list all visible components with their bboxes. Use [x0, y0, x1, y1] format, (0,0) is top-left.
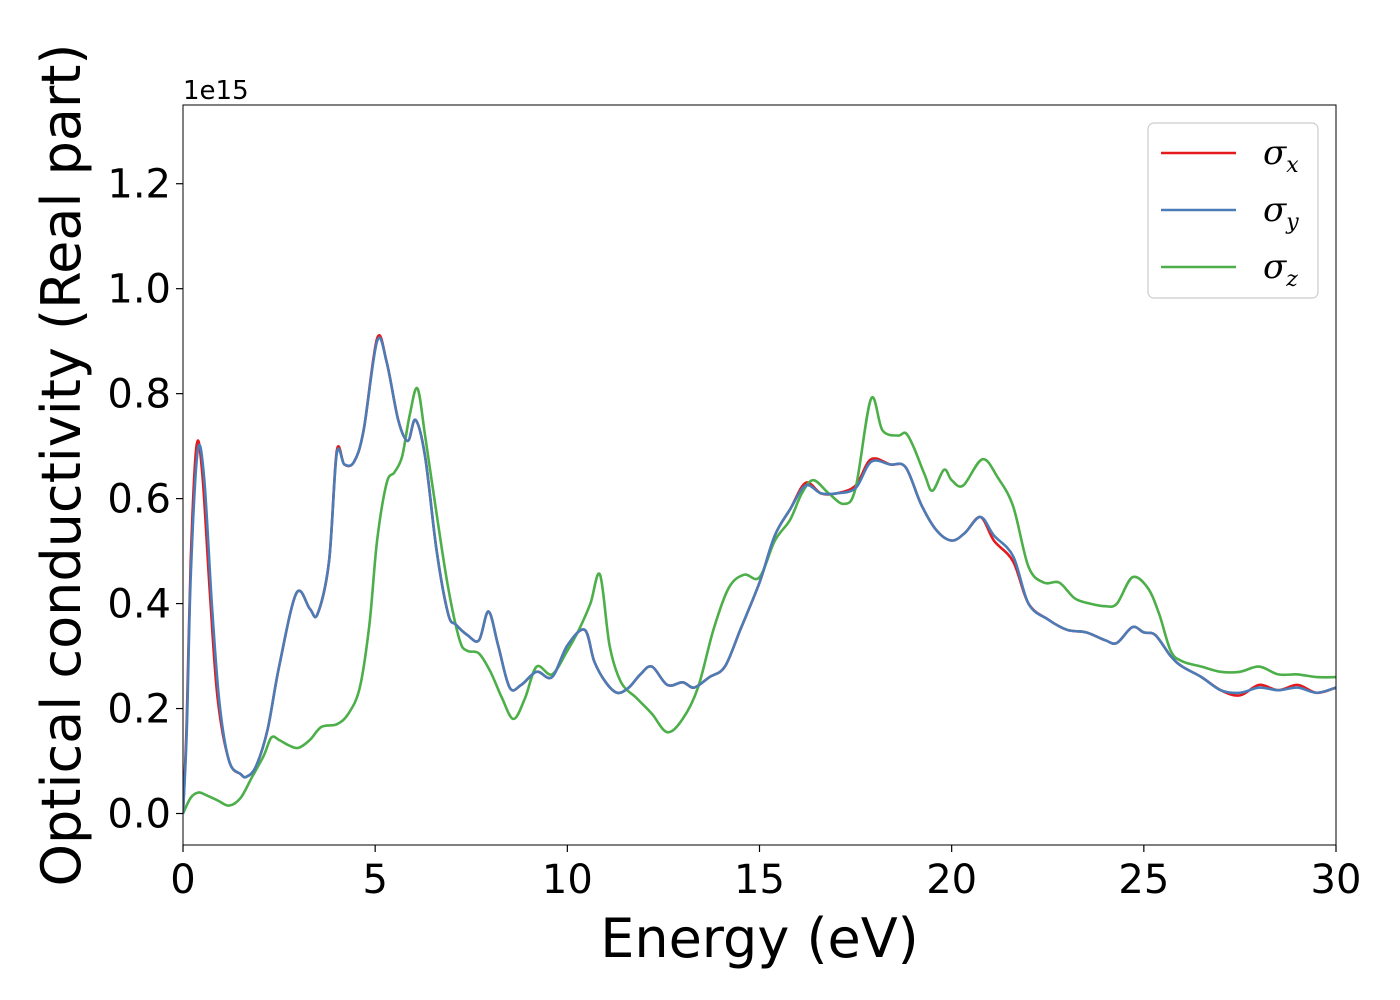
y-tick-label: 1.0: [107, 267, 171, 313]
y-tick-label: 1.2: [107, 162, 171, 208]
y-offset-label: 1e15: [183, 76, 249, 106]
y-tick-label: 0.8: [107, 372, 171, 418]
legend-label-y: σy: [1263, 190, 1299, 235]
x-tick-label: 20: [926, 857, 977, 903]
y-axis: 0.0 0.2 0.4 0.6 0.8 1.0 1.2: [107, 162, 183, 838]
legend: σx σy σz: [1147, 122, 1319, 299]
x-tick-label: 25: [1118, 857, 1169, 903]
legend-label-z: σz: [1263, 247, 1298, 292]
x-axis: 0 5 10 15 20 25 30: [170, 845, 1361, 903]
x-tick-label: 5: [362, 857, 387, 903]
x-tick-label: 10: [542, 857, 593, 903]
plot-lines: [183, 334, 1336, 815]
x-tick-label: 30: [1311, 857, 1362, 903]
y-tick-label: 0.2: [107, 687, 171, 733]
y-tick-label: 0.0: [107, 792, 171, 838]
y-tick-label: 0.4: [107, 582, 171, 628]
x-axis-title: Energy (eV): [600, 907, 919, 970]
y-tick-label: 0.6: [107, 477, 171, 523]
series-line-x: [183, 334, 1336, 814]
legend-label-x: σx: [1263, 133, 1299, 178]
x-tick-label: 15: [734, 857, 785, 903]
x-tick-label: 0: [170, 857, 195, 903]
y-axis-title: Optical conductivity (Real part): [30, 44, 93, 887]
series-line-y: [183, 336, 1336, 814]
series-line-z: [183, 386, 1336, 815]
